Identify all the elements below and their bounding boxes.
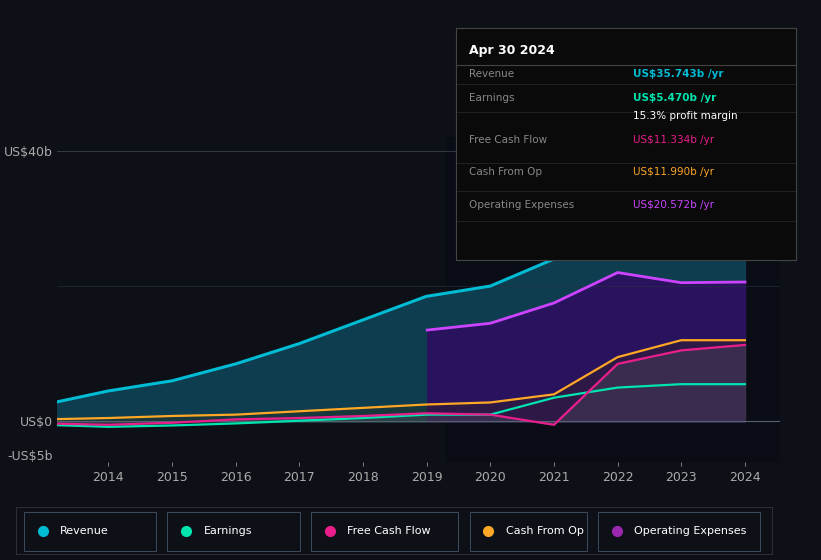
Text: Earnings: Earnings	[204, 526, 252, 535]
Text: Operating Expenses: Operating Expenses	[470, 199, 575, 209]
Text: Earnings: Earnings	[470, 93, 515, 102]
Text: US$35.743b /yr: US$35.743b /yr	[633, 69, 723, 80]
Bar	[446, 137, 783, 462]
Text: Free Cash Flow: Free Cash Flow	[470, 134, 548, 144]
Text: Apr 30 2024: Apr 30 2024	[470, 44, 555, 57]
Text: Cash From Op: Cash From Op	[506, 526, 584, 535]
Text: Revenue: Revenue	[60, 526, 109, 535]
Text: US$11.334b /yr: US$11.334b /yr	[633, 134, 714, 144]
Text: Revenue: Revenue	[470, 69, 515, 80]
Text: Free Cash Flow: Free Cash Flow	[347, 526, 431, 535]
Text: US$11.990b /yr: US$11.990b /yr	[633, 167, 713, 177]
Text: Operating Expenses: Operating Expenses	[635, 526, 746, 535]
Text: US$5.470b /yr: US$5.470b /yr	[633, 93, 716, 102]
Text: US$20.572b /yr: US$20.572b /yr	[633, 199, 713, 209]
Text: Cash From Op: Cash From Op	[470, 167, 543, 177]
Text: 15.3% profit margin: 15.3% profit margin	[633, 111, 737, 122]
